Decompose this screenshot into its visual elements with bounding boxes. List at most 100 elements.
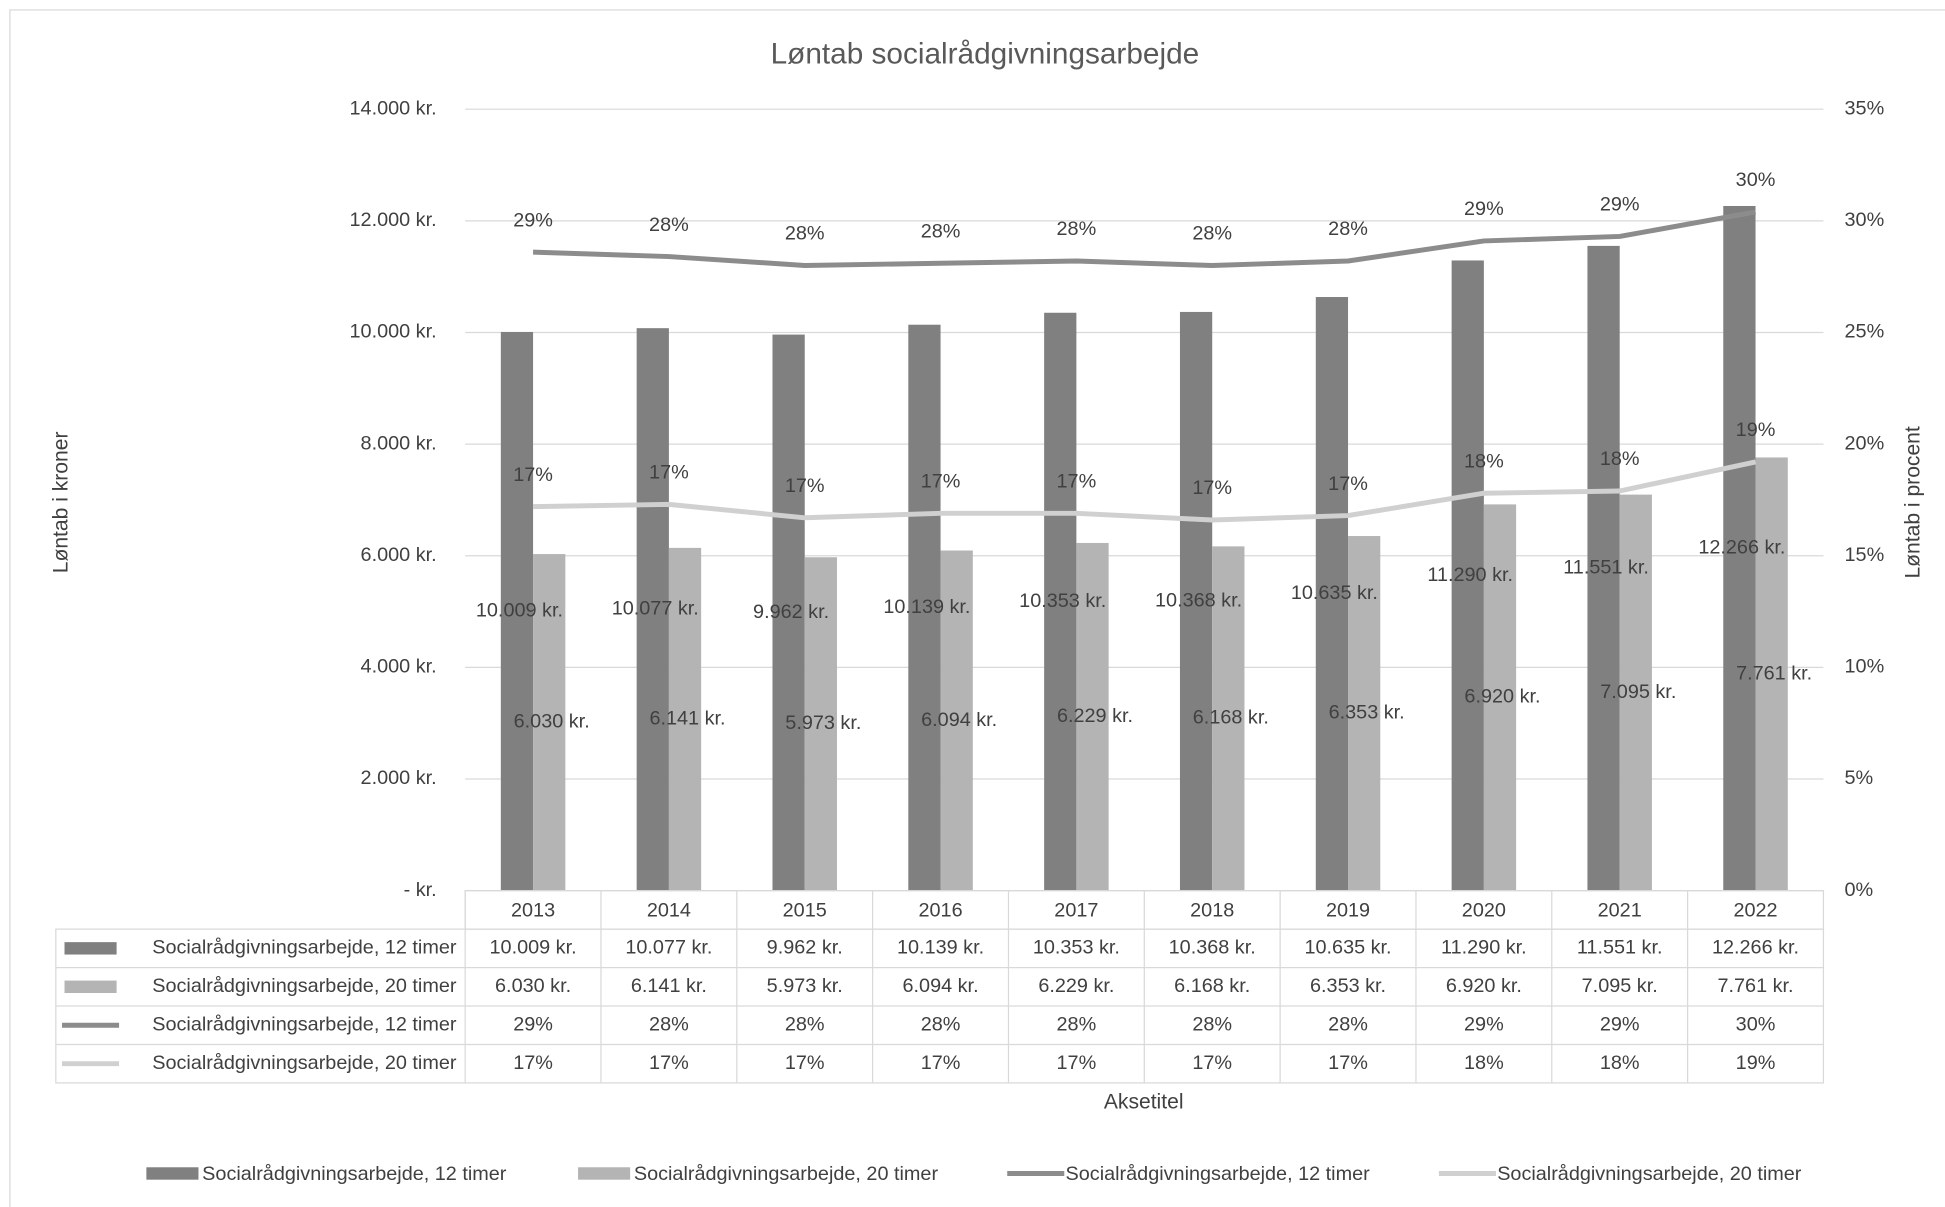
y-tick-label: 6.000 kr.: [361, 544, 437, 566]
table-cell: 6.920 kr.: [1446, 975, 1522, 997]
line: [532, 209, 1756, 268]
bar: [940, 550, 973, 891]
data-label: 10.368 kr.: [1155, 590, 1242, 612]
table-legend-key: [64, 980, 117, 993]
chart-title: Løntab socialrådgivningsarbejde: [771, 38, 1200, 71]
y2-axis-label: Løntab i procent: [1902, 426, 1925, 578]
table-cell: 29%: [1600, 1013, 1640, 1035]
y-tick-label: 10.000 kr.: [350, 321, 437, 343]
table-cell: 17%: [921, 1052, 961, 1074]
table-cell: 28%: [921, 1013, 961, 1035]
table-cell: 10.009 kr.: [490, 937, 577, 959]
table-cell: 10.368 kr.: [1169, 937, 1256, 959]
data-label: 6.353 kr.: [1329, 702, 1405, 724]
bar: [908, 324, 941, 891]
table-cell: 6.094 kr.: [903, 975, 979, 997]
legend-key: [578, 1167, 631, 1180]
x-axis-label: Aksetitel: [1104, 1090, 1184, 1113]
data-label: 10.139 kr.: [883, 596, 970, 618]
table-series-name: Socialrådgivningsarbejde, 12 timer: [152, 1013, 457, 1035]
x-tick-label: 2014: [647, 899, 691, 921]
data-label: 29%: [1600, 194, 1640, 216]
data-label: 6.920 kr.: [1464, 686, 1540, 708]
bar: [1315, 297, 1349, 891]
data-label: 28%: [649, 214, 689, 236]
table-series-name: Socialrådgivningsarbejde, 12 timer: [152, 937, 457, 959]
data-label: 10.009 kr.: [476, 600, 563, 622]
data-label: 7.095 kr.: [1600, 681, 1676, 703]
x-tick-label: 2021: [1598, 899, 1642, 921]
data-label: 30%: [1736, 169, 1776, 191]
table-cell: 12.266 kr.: [1712, 937, 1799, 959]
data-label: 28%: [1328, 218, 1368, 240]
data-label: 17%: [1192, 477, 1232, 499]
bar: [1076, 542, 1109, 891]
bar: [1483, 504, 1517, 891]
y2-tick-label: 20%: [1845, 432, 1885, 454]
data-label: 18%: [1600, 448, 1640, 470]
table-cell: 30%: [1736, 1013, 1776, 1035]
legend-label: Socialrådgivningsarbejde, 20 timer: [634, 1163, 939, 1185]
data-label: 6.094 kr.: [921, 709, 997, 731]
y-tick-label: 4.000 kr.: [361, 656, 437, 678]
table-cell: 10.139 kr.: [897, 937, 984, 959]
legend-label: Socialrådgivningsarbejde, 20 timer: [1497, 1163, 1802, 1185]
data-label: 10.635 kr.: [1291, 582, 1378, 604]
data-label: 28%: [1057, 218, 1097, 240]
data-label: 9.962 kr.: [753, 601, 829, 623]
x-tick-label: 2015: [783, 899, 827, 921]
table-cell: 28%: [1057, 1013, 1097, 1035]
table-cell: 6.353 kr.: [1310, 975, 1386, 997]
table-cell: 10.353 kr.: [1033, 937, 1120, 959]
x-tick-label: 2013: [511, 899, 555, 921]
line: [533, 459, 1757, 523]
bar: [1451, 260, 1484, 891]
data-label: 12.266 kr.: [1698, 537, 1785, 559]
data-label: 17%: [921, 471, 961, 493]
table-legend-key: [64, 942, 117, 955]
x-tick-label: 2020: [1462, 899, 1506, 921]
table-cell: 5.973 kr.: [767, 975, 843, 997]
table-series-name: Socialrådgivningsarbejde, 20 timer: [152, 975, 457, 997]
bar: [1619, 494, 1652, 891]
legend-label: Socialrådgivningsarbejde, 12 timer: [202, 1163, 507, 1185]
data-label: 28%: [1192, 223, 1232, 245]
x-tick-label: 2018: [1190, 899, 1234, 921]
table-cell: 28%: [1328, 1013, 1368, 1035]
data-label: 5.973 kr.: [785, 712, 861, 734]
y-tick-label: 12.000 kr.: [350, 209, 437, 231]
table-cell: 28%: [785, 1013, 825, 1035]
y-tick-label: 2.000 kr.: [361, 767, 437, 789]
bar: [1723, 205, 1756, 891]
table-cell: 11.551 kr.: [1577, 937, 1663, 959]
data-label: 19%: [1736, 419, 1776, 441]
data-label: 28%: [921, 220, 961, 242]
data-label: 17%: [785, 475, 825, 497]
data-label: 17%: [513, 464, 553, 486]
legend-key: [146, 1167, 199, 1180]
bar: [772, 334, 805, 891]
x-tick-label: 2016: [918, 899, 962, 921]
data-label: 29%: [513, 209, 553, 231]
data-label: 6.168 kr.: [1193, 707, 1269, 729]
y2-tick-label: 5%: [1845, 767, 1874, 789]
y-tick-label: 8.000 kr.: [361, 432, 437, 454]
bar: [1755, 457, 1788, 891]
data-label: 6.141 kr.: [649, 708, 725, 730]
y2-tick-label: 0%: [1845, 879, 1874, 901]
bar: [668, 547, 702, 891]
table-cell: 28%: [1192, 1013, 1232, 1035]
table-cell: 7.095 kr.: [1582, 975, 1658, 997]
bar: [1348, 536, 1381, 891]
data-label: 10.353 kr.: [1019, 590, 1106, 612]
table-cell: 6.141 kr.: [631, 975, 707, 997]
data-label: 7.761 kr.: [1736, 662, 1812, 684]
y2-tick-label: 30%: [1845, 209, 1885, 231]
y-axis-label: Løntab i kroner: [50, 432, 73, 574]
table-series-name: Socialrådgivningsarbejde, 20 timer: [152, 1052, 457, 1074]
table-cell: 17%: [785, 1052, 825, 1074]
chart-border: [9, 9, 1945, 1207]
data-label: 6.030 kr.: [514, 711, 590, 733]
bar: [804, 557, 837, 891]
